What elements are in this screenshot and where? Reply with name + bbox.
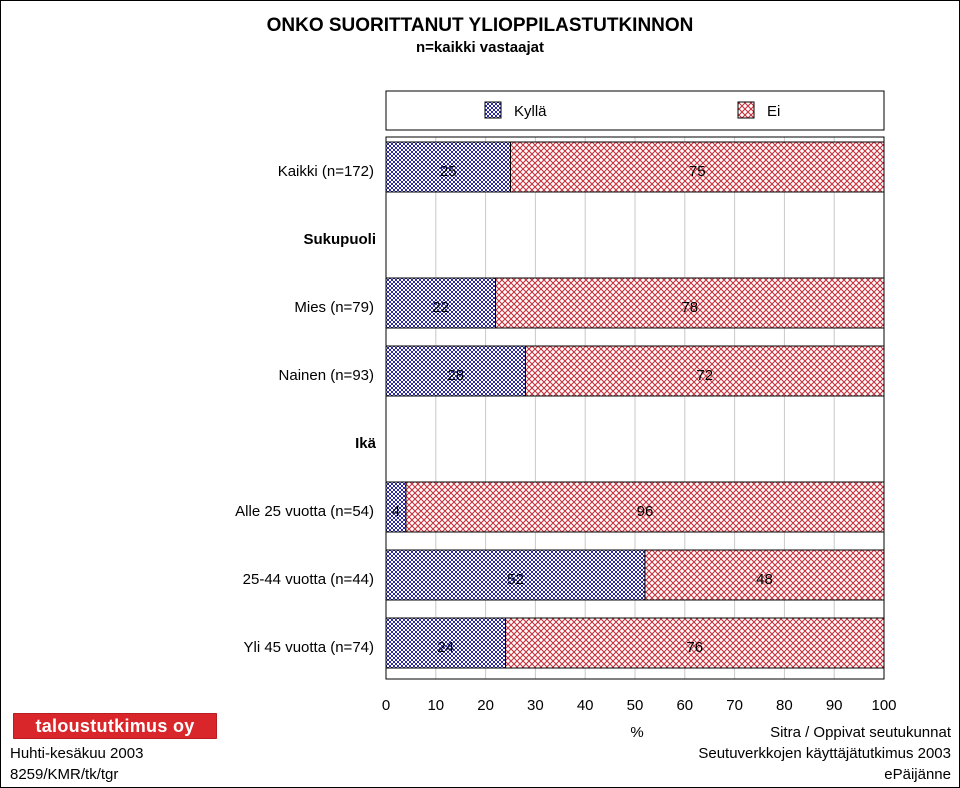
data-label: 52 (507, 571, 524, 588)
category-label: 25-44 vuotta (n=44) (243, 571, 374, 588)
bar-segment-kylla (385, 617, 507, 669)
x-tick-label: 30 (527, 697, 544, 714)
group-header: Ikä (355, 435, 377, 452)
bar-segment-ei (505, 617, 885, 669)
x-tick-label: 0 (382, 697, 390, 714)
data-label: 4 (392, 503, 400, 520)
legend-swatch-kylla (484, 101, 502, 119)
bar-segment-ei (644, 549, 885, 601)
x-tick-label: 20 (477, 697, 494, 714)
x-tick-label: 60 (676, 697, 693, 714)
data-label: 76 (686, 639, 703, 656)
data-label: 48 (756, 571, 773, 588)
data-label: 72 (696, 367, 713, 384)
x-tick-label: 10 (427, 697, 444, 714)
category-label: Nainen (n=93) (279, 367, 374, 384)
x-tick-label: 40 (577, 697, 594, 714)
footer-region: ePäijänne (884, 766, 951, 783)
company-logo: taloustutkimus oy (13, 713, 217, 739)
bar-segment-ei (524, 345, 885, 397)
bar-segment-kylla (385, 141, 511, 193)
plot-border (385, 136, 885, 680)
data-label: 75 (689, 163, 706, 180)
legend-swatch-ei (737, 101, 755, 119)
bar-segment-ei (495, 277, 885, 329)
legend-box (385, 90, 885, 131)
footer-study: Seutuverkkojen käyttäjätutkimus 2003 (698, 745, 951, 762)
data-label: 22 (432, 299, 449, 316)
x-axis-label: % (630, 724, 643, 741)
category-label: Kaikki (n=172) (278, 163, 374, 180)
data-label: 25 (440, 163, 457, 180)
bar-segment-ei (510, 141, 885, 193)
x-tick-label: 50 (627, 697, 644, 714)
chart-subtitle: n=kaikki vastaajat (415, 39, 544, 56)
x-tick-label: 80 (776, 697, 793, 714)
legend-label-ei: Ei (767, 103, 780, 120)
category-label: Mies (n=79) (294, 299, 374, 316)
bar-segment-kylla (385, 345, 526, 397)
x-tick-label: 90 (826, 697, 843, 714)
group-header: Sukupuoli (304, 231, 377, 248)
x-tick-label: 100 (871, 697, 896, 714)
x-tick-label: 70 (726, 697, 743, 714)
bar-segment-kylla (385, 277, 497, 329)
legend-label-kylla: Kyllä (514, 103, 547, 120)
data-label: 96 (637, 503, 654, 520)
data-label: 24 (437, 639, 454, 656)
chart-title: ONKO SUORITTANUT YLIOPPILASTUTKINNON (266, 15, 694, 36)
bar-segment-ei (405, 481, 885, 533)
data-label: 78 (681, 299, 698, 316)
category-label: Alle 25 vuotta (n=54) (235, 503, 374, 520)
category-label: Yli 45 vuotta (n=74) (244, 639, 375, 656)
data-label: 28 (447, 367, 464, 384)
footer-client: Sitra / Oppivat seutukunnat (770, 724, 951, 741)
footer-date: Huhti-kesäkuu 2003 (10, 745, 144, 762)
footer-reference: 8259/KMR/tk/tgr (10, 766, 119, 783)
